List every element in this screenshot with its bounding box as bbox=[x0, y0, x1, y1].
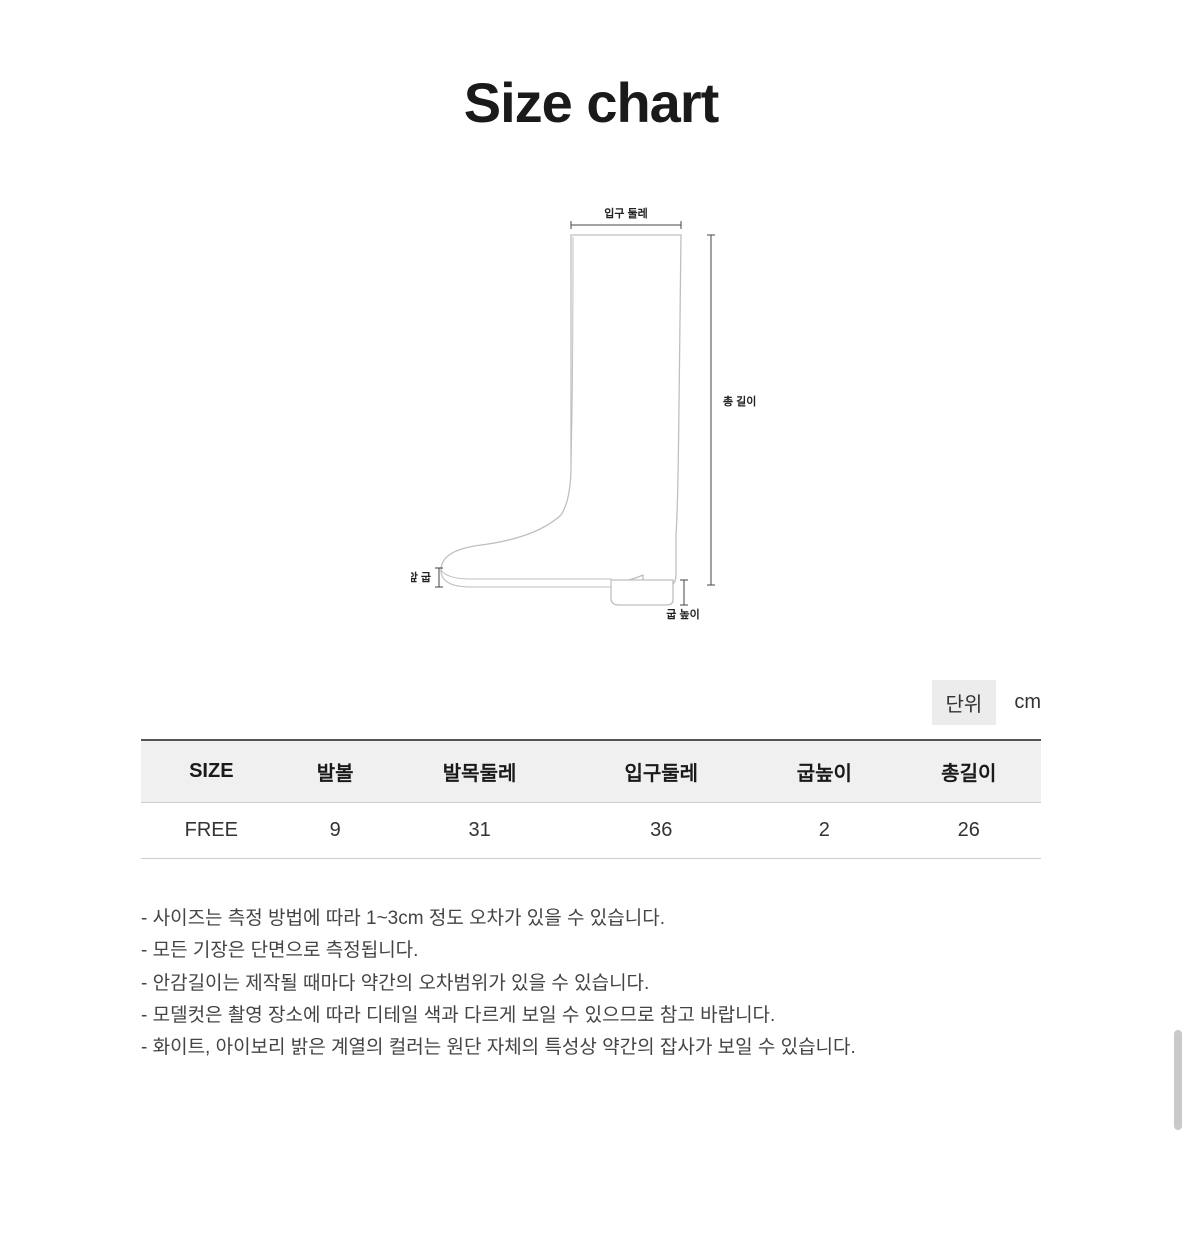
note-item: - 모든 기장은 단면으로 측정됩니다. bbox=[141, 935, 1041, 967]
table-row: FREE 9 31 36 2 26 bbox=[141, 803, 1041, 859]
col-size: SIZE bbox=[141, 740, 282, 803]
notes-list: - 사이즈는 측정 방법에 따라 1~3cm 정도 오차가 있을 수 있습니다.… bbox=[141, 903, 1041, 1064]
cell-ankle: 31 bbox=[389, 803, 571, 859]
scrollbar-thumb[interactable] bbox=[1174, 1030, 1182, 1130]
note-item: - 모델컷은 촬영 장소에 따라 디테일 색과 다르게 보일 수 있으므로 참고… bbox=[141, 1000, 1041, 1032]
note-item: - 안감길이는 제작될 때마다 약간의 오차범위가 있을 수 있습니다. bbox=[141, 968, 1041, 1000]
size-table: SIZE 발볼 발목둘레 입구둘레 굽높이 총길이 FREE 9 31 36 2… bbox=[141, 739, 1041, 859]
note-item: - 화이트, 아이보리 밝은 계열의 컬러는 원단 자체의 특성상 약간의 잡사… bbox=[141, 1032, 1041, 1064]
cell-ball: 9 bbox=[282, 803, 389, 859]
col-ankle: 발목둘레 bbox=[389, 740, 571, 803]
boot-outline bbox=[441, 235, 681, 588]
label-total-length: 총 길이 bbox=[723, 394, 756, 408]
table-header-row: SIZE 발볼 발목둘레 입구둘레 굽높이 총길이 bbox=[141, 740, 1041, 803]
page-title: Size chart bbox=[0, 70, 1182, 135]
label-heel-height: 굽 높이 bbox=[666, 607, 699, 621]
note-item: - 사이즈는 측정 방법에 따라 1~3cm 정도 오차가 있을 수 있습니다. bbox=[141, 903, 1041, 935]
boot-diagram-container: 입구 둘레 총 길이 굽 높이 앞 굽 bbox=[0, 205, 1182, 630]
cell-heel: 2 bbox=[752, 803, 896, 859]
cell-size: FREE bbox=[141, 803, 282, 859]
unit-value: cm bbox=[1014, 691, 1041, 714]
label-front-heel: 앞 굽 bbox=[411, 571, 431, 584]
cell-total: 26 bbox=[897, 803, 1041, 859]
col-total: 총길이 bbox=[897, 740, 1041, 803]
unit-label: 단위 bbox=[932, 680, 997, 725]
cell-opening: 36 bbox=[570, 803, 752, 859]
col-heel: 굽높이 bbox=[752, 740, 896, 803]
col-opening: 입구둘레 bbox=[570, 740, 752, 803]
boot-diagram: 입구 둘레 총 길이 굽 높이 앞 굽 bbox=[411, 205, 771, 625]
col-ball: 발볼 bbox=[282, 740, 389, 803]
boot-heel bbox=[611, 580, 673, 605]
label-opening: 입구 둘레 bbox=[604, 206, 648, 220]
unit-row: 단위 cm bbox=[141, 680, 1041, 725]
